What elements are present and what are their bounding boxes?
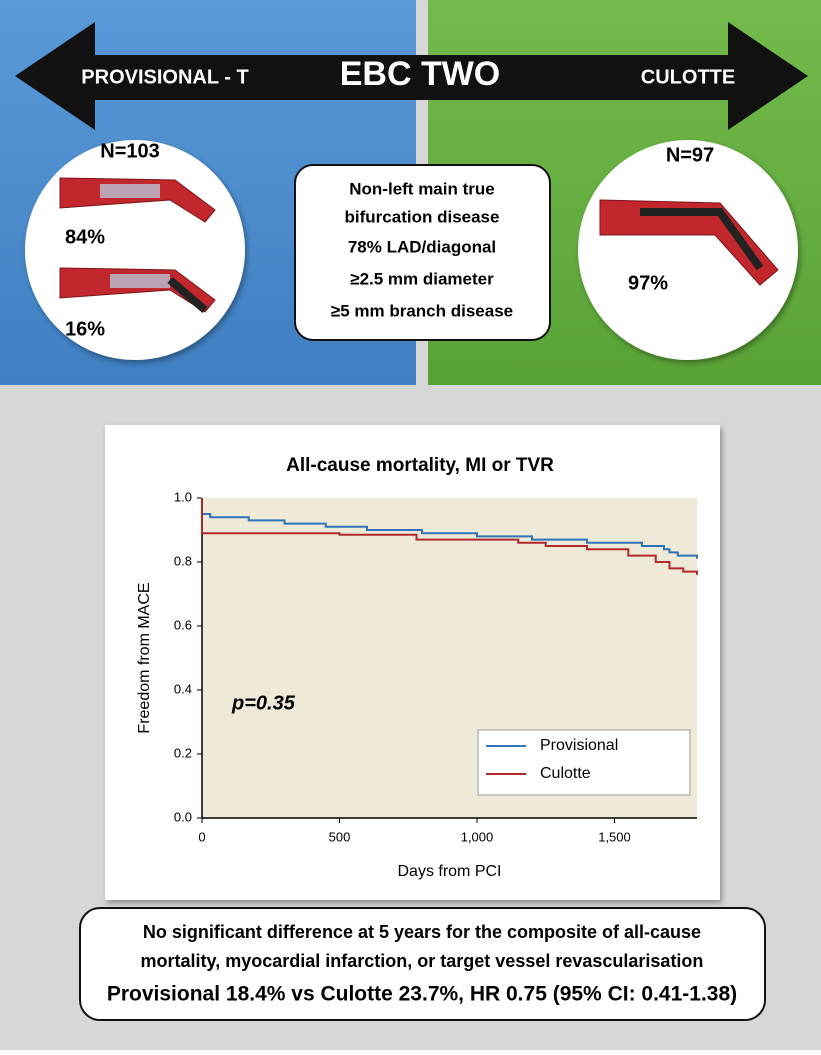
left-circle bbox=[25, 140, 245, 360]
legend-label: Culotte bbox=[540, 765, 591, 782]
n-left: N=103 bbox=[100, 140, 160, 162]
annotation: p=0.35 bbox=[231, 692, 296, 714]
x-tick-label: 1,000 bbox=[461, 829, 494, 844]
y-tick-label: 0.4 bbox=[174, 681, 192, 696]
left-label: PROVISIONAL - T bbox=[81, 66, 248, 88]
criteria-line: Non-left main true bbox=[349, 179, 494, 198]
chart-title: All-cause mortality, MI or TVR bbox=[286, 455, 554, 476]
page: PROVISIONAL - T EBC TWO CULOTTE N=103 84… bbox=[0, 0, 821, 1050]
x-tick-label: 1,500 bbox=[598, 829, 631, 844]
summary-line: mortality, myocardial infarction, or tar… bbox=[141, 951, 704, 971]
criteria-line: ≥5 mm branch disease bbox=[331, 301, 513, 320]
right-label: CULOTTE bbox=[641, 66, 735, 88]
summary-line: Provisional 18.4% vs Culotte 23.7%, HR 0… bbox=[107, 983, 737, 1006]
y-tick-label: 0.8 bbox=[174, 553, 192, 568]
right-circle bbox=[578, 140, 798, 360]
title: EBC TWO bbox=[340, 55, 501, 93]
x-tick-label: 0 bbox=[198, 829, 205, 844]
y-tick-label: 0.2 bbox=[174, 745, 192, 760]
pct-right: 97% bbox=[628, 272, 668, 294]
n-right: N=97 bbox=[666, 144, 714, 166]
criteria-line: 78% LAD/diagonal bbox=[348, 237, 496, 256]
x-tick-label: 500 bbox=[329, 829, 351, 844]
criteria-line: ≥2.5 mm diameter bbox=[350, 269, 494, 288]
y-axis-label: Freedom from MACE bbox=[136, 582, 153, 733]
summary-line: No significant difference at 5 years for… bbox=[143, 922, 701, 942]
pct-bottom: 16% bbox=[65, 318, 105, 340]
x-axis-label: Days from PCI bbox=[397, 863, 501, 880]
y-tick-label: 1.0 bbox=[174, 489, 192, 504]
y-tick-label: 0.6 bbox=[174, 617, 192, 632]
y-tick-label: 0.0 bbox=[174, 809, 192, 824]
criteria-line: bifurcation disease bbox=[345, 207, 500, 226]
pct-top: 84% bbox=[65, 226, 105, 248]
legend-label: Provisional bbox=[540, 737, 618, 754]
